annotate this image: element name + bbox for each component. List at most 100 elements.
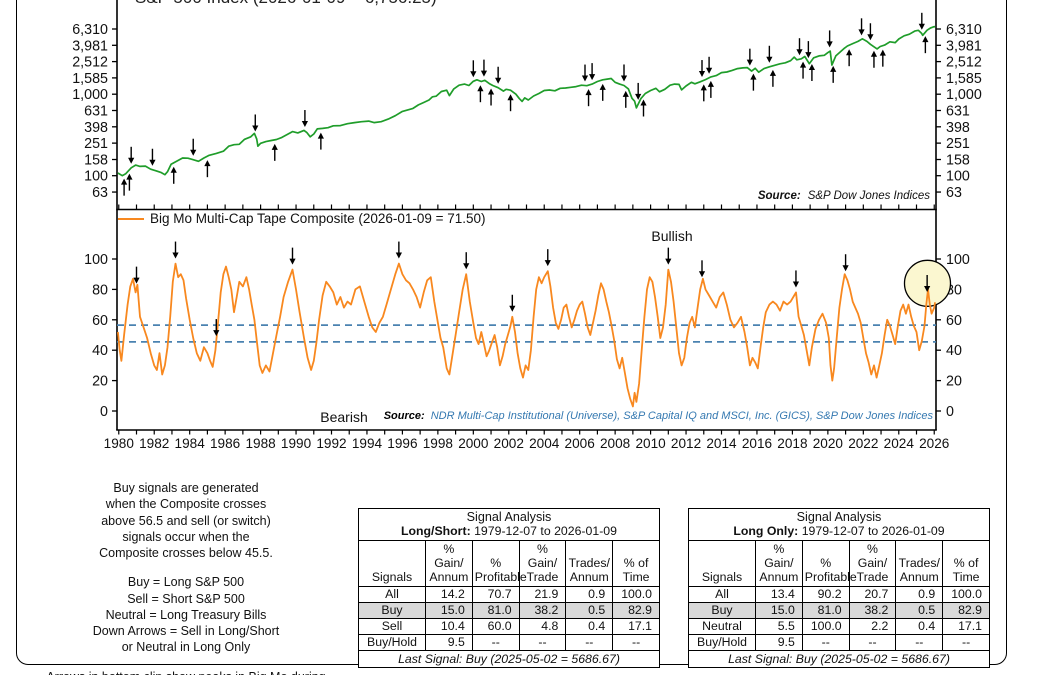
signal-analysis-table-long-only: Signal Analysis Long Only: 1979-12-07 to … bbox=[688, 508, 990, 669]
signal-label: Sell bbox=[358, 618, 426, 636]
stat-value: 0.4 bbox=[895, 618, 944, 636]
stat-value: 10.4 bbox=[425, 618, 473, 636]
column-header: % Gain/ Trade bbox=[848, 539, 897, 588]
svg-text:6,310: 6,310 bbox=[72, 22, 108, 38]
svg-text:60: 60 bbox=[92, 313, 108, 329]
svg-text:100: 100 bbox=[946, 169, 970, 185]
table-row-all: All 14.2 70.7 21.9 0.9 100.0 bbox=[358, 586, 660, 604]
note-signal-rules: Buy signals are generated when the Compo… bbox=[99, 481, 273, 560]
sp500-line bbox=[117, 25, 936, 177]
svg-text:398: 398 bbox=[84, 120, 108, 136]
stat-value: 0.4 bbox=[565, 618, 614, 636]
signal-analysis-table-long-short: Signal Analysis Long/Short: 1979-12-07 to… bbox=[358, 508, 660, 669]
stat-value: 4.8 bbox=[518, 618, 567, 636]
column-header: % Gain/ Trade bbox=[518, 539, 567, 588]
bearish-label: Bearish bbox=[320, 409, 368, 425]
table-row-buy-hold: Buy/Hold 9.5 -- -- -- -- bbox=[688, 634, 990, 652]
svg-text:1,585: 1,585 bbox=[72, 71, 108, 87]
column-header: Trades/ Annum bbox=[565, 539, 614, 588]
stat-value: 15.0 bbox=[755, 602, 803, 620]
last-signal-footer: Last Signal: Buy (2025-05-02 = 5686.67) bbox=[358, 650, 660, 669]
signal-analysis-table: Signal Analysis Long Only: 1979-12-07 to … bbox=[688, 508, 990, 669]
sp500-title: S&P 500 Index (2026-01-09 = 6,756.25) bbox=[135, 0, 437, 8]
last-signal-footer: Last Signal: Buy (2025-05-02 = 5686.67) bbox=[688, 650, 990, 669]
svg-text:20: 20 bbox=[946, 374, 962, 390]
source-label: Source: bbox=[757, 190, 801, 202]
svg-text:6,310: 6,310 bbox=[946, 22, 982, 38]
signal-label: Buy bbox=[358, 602, 426, 620]
svg-text:1992: 1992 bbox=[316, 436, 346, 451]
svg-text:2016: 2016 bbox=[742, 436, 772, 451]
svg-text:1988: 1988 bbox=[245, 436, 275, 451]
stat-value: 0.9 bbox=[895, 586, 944, 604]
bottom-source: Source: NDR Multi-Cap Institutional (Univ… bbox=[384, 410, 933, 422]
svg-text:158: 158 bbox=[84, 153, 108, 169]
svg-text:2008: 2008 bbox=[600, 436, 630, 451]
bigmo-legend: Big Mo Multi-Cap Tape Composite (2026-01… bbox=[118, 210, 486, 227]
sell-signal-arrows bbox=[128, 12, 925, 166]
stat-value: -- bbox=[801, 634, 850, 652]
stat-value: -- bbox=[895, 634, 944, 652]
stat-value: 13.4 bbox=[755, 586, 803, 604]
table-title: Signal Analysis Long/Short: 1979-12-07 to… bbox=[358, 508, 660, 541]
note-signal-definitions: Buy = Long S&P 500 Sell = Short S&P 500 … bbox=[92, 575, 280, 655]
column-header: % Gain/ Annum bbox=[425, 539, 473, 588]
column-header: % Profitable bbox=[801, 539, 857, 588]
svg-text:3,981: 3,981 bbox=[946, 38, 982, 54]
svg-text:1980: 1980 bbox=[104, 436, 135, 451]
svg-text:63: 63 bbox=[946, 185, 962, 201]
svg-text:0: 0 bbox=[100, 404, 108, 420]
column-header: Signals bbox=[358, 539, 426, 588]
stat-value: 14.2 bbox=[425, 586, 473, 604]
svg-text:1998: 1998 bbox=[423, 436, 453, 451]
column-header: Signals bbox=[688, 539, 756, 588]
svg-text:1982: 1982 bbox=[139, 436, 169, 451]
table-row-buy-hold: Buy/Hold 9.5 -- -- -- -- bbox=[358, 634, 660, 652]
table-row-buy: Buy 15.0 81.0 38.2 0.5 82.9 bbox=[358, 602, 660, 620]
svg-text:2000: 2000 bbox=[458, 436, 489, 451]
svg-text:631: 631 bbox=[946, 103, 970, 119]
stat-value: 38.2 bbox=[518, 602, 567, 620]
svg-text:2010: 2010 bbox=[635, 436, 666, 451]
svg-text:0: 0 bbox=[946, 404, 954, 420]
legend-text: Big Mo Multi-Cap Tape Composite (2026-01… bbox=[150, 211, 486, 226]
svg-text:20: 20 bbox=[92, 374, 108, 390]
svg-text:251: 251 bbox=[84, 136, 108, 152]
column-header: % of Time bbox=[942, 539, 990, 588]
svg-text:2020: 2020 bbox=[813, 436, 844, 451]
bigmo-peak-arrows bbox=[133, 241, 931, 337]
svg-text:2018: 2018 bbox=[777, 436, 807, 451]
stat-value: 0.9 bbox=[565, 586, 614, 604]
svg-text:631: 631 bbox=[84, 103, 108, 119]
column-header: Trades/ Annum bbox=[895, 539, 944, 588]
svg-text:2006: 2006 bbox=[565, 436, 595, 451]
svg-text:2014: 2014 bbox=[706, 436, 737, 451]
stat-value: 82.9 bbox=[612, 602, 660, 620]
stat-value: 0.5 bbox=[895, 602, 944, 620]
signal-label: Buy/Hold bbox=[688, 634, 756, 652]
svg-text:100: 100 bbox=[84, 169, 108, 185]
stat-value: 15.0 bbox=[425, 602, 473, 620]
stat-value: 9.5 bbox=[425, 634, 473, 652]
stat-value: 81.0 bbox=[801, 602, 850, 620]
stat-value: 100.0 bbox=[801, 618, 850, 636]
bigmo-line bbox=[117, 262, 936, 408]
svg-text:1990: 1990 bbox=[281, 436, 312, 451]
svg-text:2,512: 2,512 bbox=[72, 55, 108, 71]
svg-text:1986: 1986 bbox=[210, 436, 240, 451]
svg-text:2022: 2022 bbox=[848, 436, 878, 451]
svg-text:2026: 2026 bbox=[919, 436, 949, 451]
signal-label: Neutral bbox=[688, 618, 756, 636]
svg-text:2012: 2012 bbox=[671, 436, 701, 451]
svg-text:2004: 2004 bbox=[529, 436, 560, 451]
stat-value: 81.0 bbox=[471, 602, 520, 620]
stat-value: -- bbox=[471, 634, 520, 652]
x-axis: 1980 1982 1984 1986 1988 1990 1992 1994 1996 1998… bbox=[104, 204, 949, 451]
svg-text:1,000: 1,000 bbox=[946, 87, 982, 103]
stat-value: 100.0 bbox=[942, 586, 990, 604]
stat-value: 17.1 bbox=[942, 618, 990, 636]
svg-text:2002: 2002 bbox=[494, 436, 524, 451]
stat-value: -- bbox=[612, 634, 660, 652]
